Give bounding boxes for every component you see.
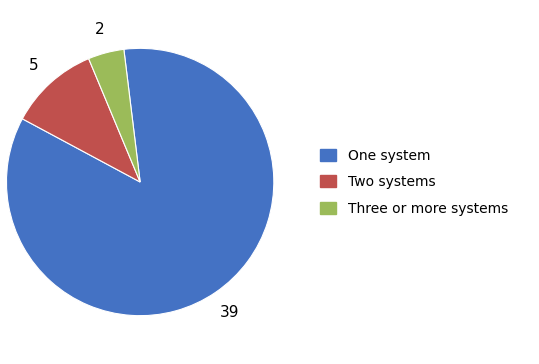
Text: 39: 39 <box>219 305 239 320</box>
Wedge shape <box>22 59 140 182</box>
Text: 5: 5 <box>29 58 39 73</box>
Legend: One system, Two systems, Three or more systems: One system, Two systems, Three or more s… <box>314 143 513 221</box>
Wedge shape <box>88 50 140 182</box>
Text: 2: 2 <box>95 22 105 37</box>
Wedge shape <box>6 48 274 316</box>
